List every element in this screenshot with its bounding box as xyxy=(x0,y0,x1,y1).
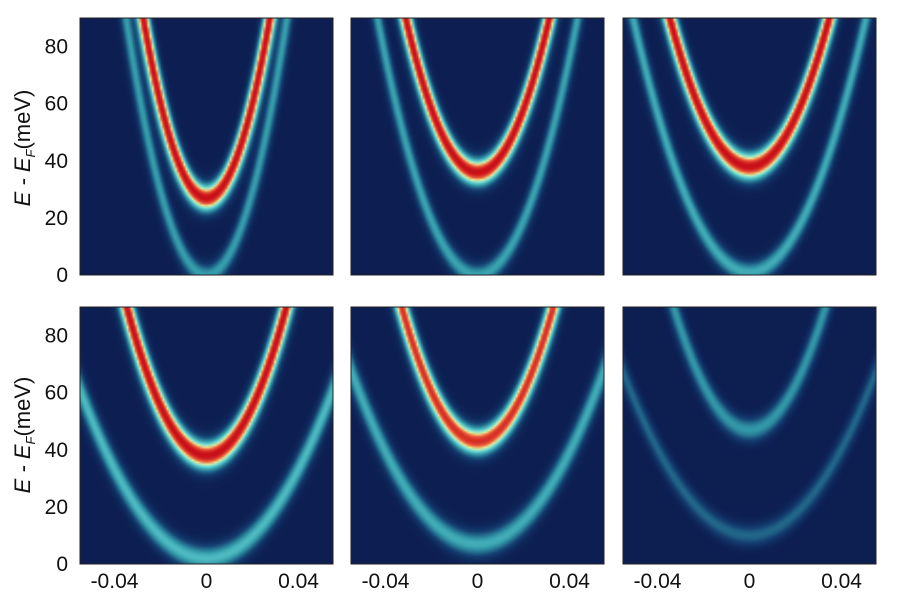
x-tick-label: -0.04 xyxy=(362,570,410,593)
x-tick-labels: -0.04 0 0.04 -0.04 0 0.04 -0.04 0 0.04 xyxy=(91,570,863,593)
spectrum-panel-3 xyxy=(623,18,876,275)
spectrum-panel-2 xyxy=(351,18,604,275)
x-tick-label: 0 xyxy=(744,570,756,593)
spectrum-panel-4 xyxy=(80,307,333,564)
panel-frame-1 xyxy=(79,17,334,276)
spectrum-panel-5 xyxy=(351,307,604,564)
x-tick-label: 0.04 xyxy=(821,570,862,593)
panel-frame-5 xyxy=(350,306,605,565)
y-tick-label: 20 xyxy=(45,207,68,230)
y-tick-labels: 0 20 40 60 80 0 20 40 60 80 xyxy=(45,36,68,576)
x-tick-label: 0 xyxy=(472,570,484,593)
panel-frame-2 xyxy=(350,17,605,276)
panel-frame-4 xyxy=(79,306,334,565)
x-tick-label: -0.04 xyxy=(91,570,139,593)
x-tick-label: 0 xyxy=(201,570,213,593)
y-tick-label: 60 xyxy=(45,93,68,116)
y-tick-label: 0 xyxy=(56,264,68,287)
y-tick-label: 60 xyxy=(45,382,68,405)
x-tick-label: 0.04 xyxy=(549,570,590,593)
y-tick-label: 80 xyxy=(45,325,68,348)
y-tick-label: 80 xyxy=(45,36,68,59)
spectrum-panel-1 xyxy=(80,18,333,275)
spectrum-panel-6 xyxy=(623,307,876,564)
y-axis-label-top: E - EF(meV) xyxy=(10,90,38,207)
y-tick-label: 0 xyxy=(56,553,68,576)
y-axis-label-bottom: E - EF(meV) xyxy=(10,377,38,494)
panel-frame-3 xyxy=(622,17,877,276)
y-tick-label: 40 xyxy=(45,150,68,173)
x-tick-label: 0.04 xyxy=(278,570,319,593)
y-tick-label: 20 xyxy=(45,496,68,519)
panel-grid xyxy=(79,17,877,565)
y-tick-label: 40 xyxy=(45,439,68,462)
x-tick-label: -0.04 xyxy=(634,570,682,593)
panel-frame-6 xyxy=(622,306,877,565)
